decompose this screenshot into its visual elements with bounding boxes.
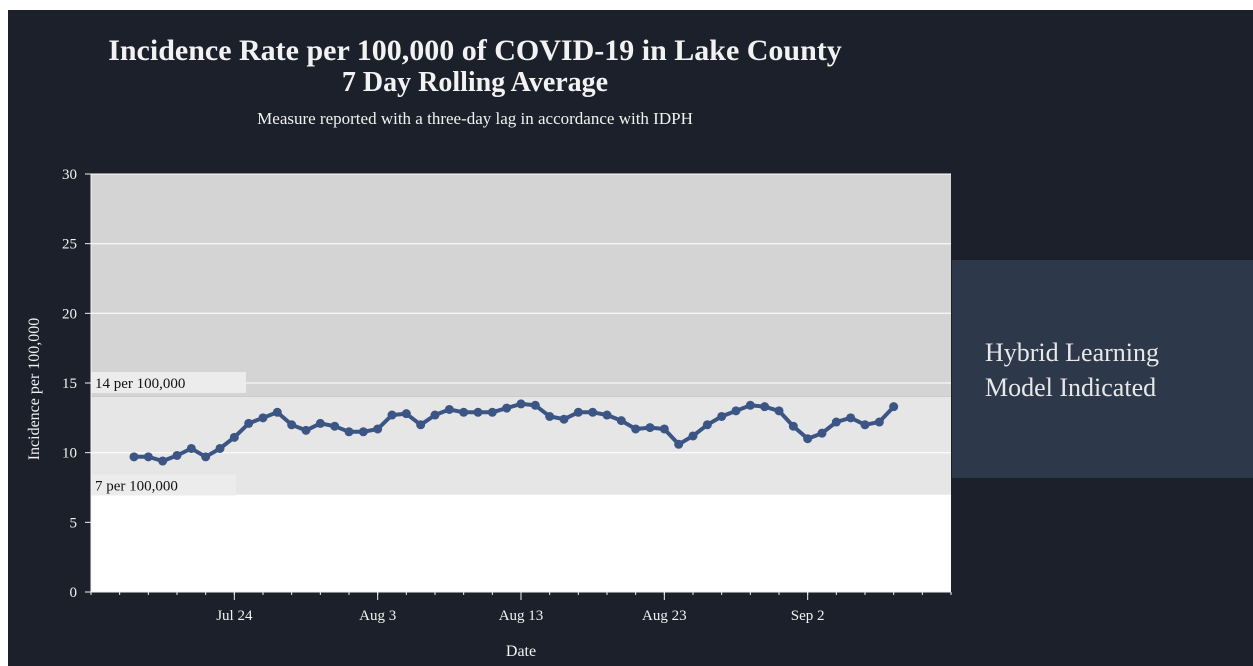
y-tick-label: 10	[62, 446, 77, 462]
chart-title-line-2: 7 Day Rolling Average	[341, 67, 609, 98]
data-point	[874, 417, 884, 427]
x-tick-label: Aug 13	[499, 608, 544, 624]
threshold-label-bg	[91, 474, 236, 496]
data-point	[545, 411, 555, 421]
data-point	[516, 399, 526, 409]
data-point	[702, 420, 712, 430]
data-point	[731, 406, 741, 416]
data-point	[358, 427, 368, 437]
data-point	[588, 407, 598, 417]
data-point	[287, 420, 297, 430]
data-point	[803, 434, 813, 444]
data-point	[401, 409, 411, 419]
data-point	[616, 416, 626, 426]
x-tick-label: Sep 2	[791, 608, 825, 624]
data-point	[201, 452, 211, 462]
data-point	[530, 400, 540, 410]
data-point	[602, 410, 612, 420]
data-point	[301, 425, 311, 435]
x-axis: Jul 24 Aug 3 Aug 13 Aug 23 Sep 2	[90, 591, 952, 624]
threshold-bands	[91, 174, 951, 592]
data-point	[831, 417, 841, 427]
x-axis-label: Date	[506, 643, 536, 660]
data-point	[487, 407, 497, 417]
data-point	[717, 411, 727, 421]
threshold-label-text: 14 per 100,000	[95, 376, 185, 392]
data-point	[416, 420, 426, 430]
y-tick-label: 5	[70, 515, 78, 531]
data-point	[645, 423, 655, 433]
y-tick-label: 15	[62, 376, 77, 392]
data-point	[129, 452, 139, 462]
data-point	[143, 452, 153, 462]
data-point	[889, 402, 899, 412]
data-point	[573, 407, 583, 417]
y-tick-label: 20	[62, 306, 77, 322]
data-point	[373, 424, 383, 434]
data-point	[215, 443, 225, 453]
data-point	[158, 456, 168, 466]
data-point	[315, 418, 325, 428]
band-above-14	[91, 174, 951, 397]
x-tick-label: Aug 23	[642, 608, 687, 624]
data-point	[272, 407, 282, 417]
data-point	[186, 443, 196, 453]
incidence-series	[129, 399, 899, 466]
hybrid-learning-panel: Hybrid Learning Model Indicated	[952, 260, 1253, 478]
data-point	[631, 424, 641, 434]
data-point	[258, 413, 268, 423]
data-point	[659, 424, 669, 434]
chart-title: Incidence Rate per 100,000 of COVID-19 i…	[108, 34, 842, 67]
data-point	[788, 421, 798, 431]
y-tick-label: 30	[62, 167, 77, 183]
y-axis-label: Incidence per 100,000	[26, 318, 43, 461]
x-tick-label: Aug 3	[359, 608, 396, 624]
gridlines	[91, 173, 951, 523]
threshold-label-bg	[91, 371, 246, 393]
data-point	[688, 431, 698, 441]
chart-subtitle: Measure reported with a three-day lag in…	[257, 109, 693, 128]
y-tick-label: 25	[62, 237, 77, 253]
data-point	[745, 400, 755, 410]
threshold-label-text: 7 per 100,000	[95, 478, 178, 494]
data-point	[674, 439, 684, 449]
data-point	[846, 413, 856, 423]
hybrid-learning-label: Hybrid Learning Model Indicated	[985, 338, 1160, 402]
y-tick-label: 0	[70, 585, 78, 601]
data-point	[502, 403, 512, 413]
data-point	[559, 414, 569, 424]
x-tick-label: Jul 24	[216, 608, 253, 624]
y-axis: 0 5 10 15 20 25 30	[62, 167, 92, 601]
data-point	[760, 402, 770, 412]
data-point	[774, 406, 784, 416]
data-point	[172, 450, 182, 460]
data-point	[344, 427, 354, 437]
data-point	[817, 428, 827, 438]
data-point	[459, 407, 469, 417]
data-point	[430, 410, 440, 420]
data-point	[330, 421, 340, 431]
threshold-label: 7 per 100,000	[91, 474, 236, 496]
data-point	[244, 418, 254, 428]
data-point	[387, 410, 397, 420]
data-point	[229, 432, 239, 442]
threshold-label: 14 per 100,000	[91, 371, 246, 393]
data-point	[860, 420, 870, 430]
band-below-7	[91, 494, 951, 592]
data-point	[473, 407, 483, 417]
threshold-labels: 14 per 100,000 7 per 100,000	[91, 371, 246, 496]
data-point	[444, 404, 454, 414]
